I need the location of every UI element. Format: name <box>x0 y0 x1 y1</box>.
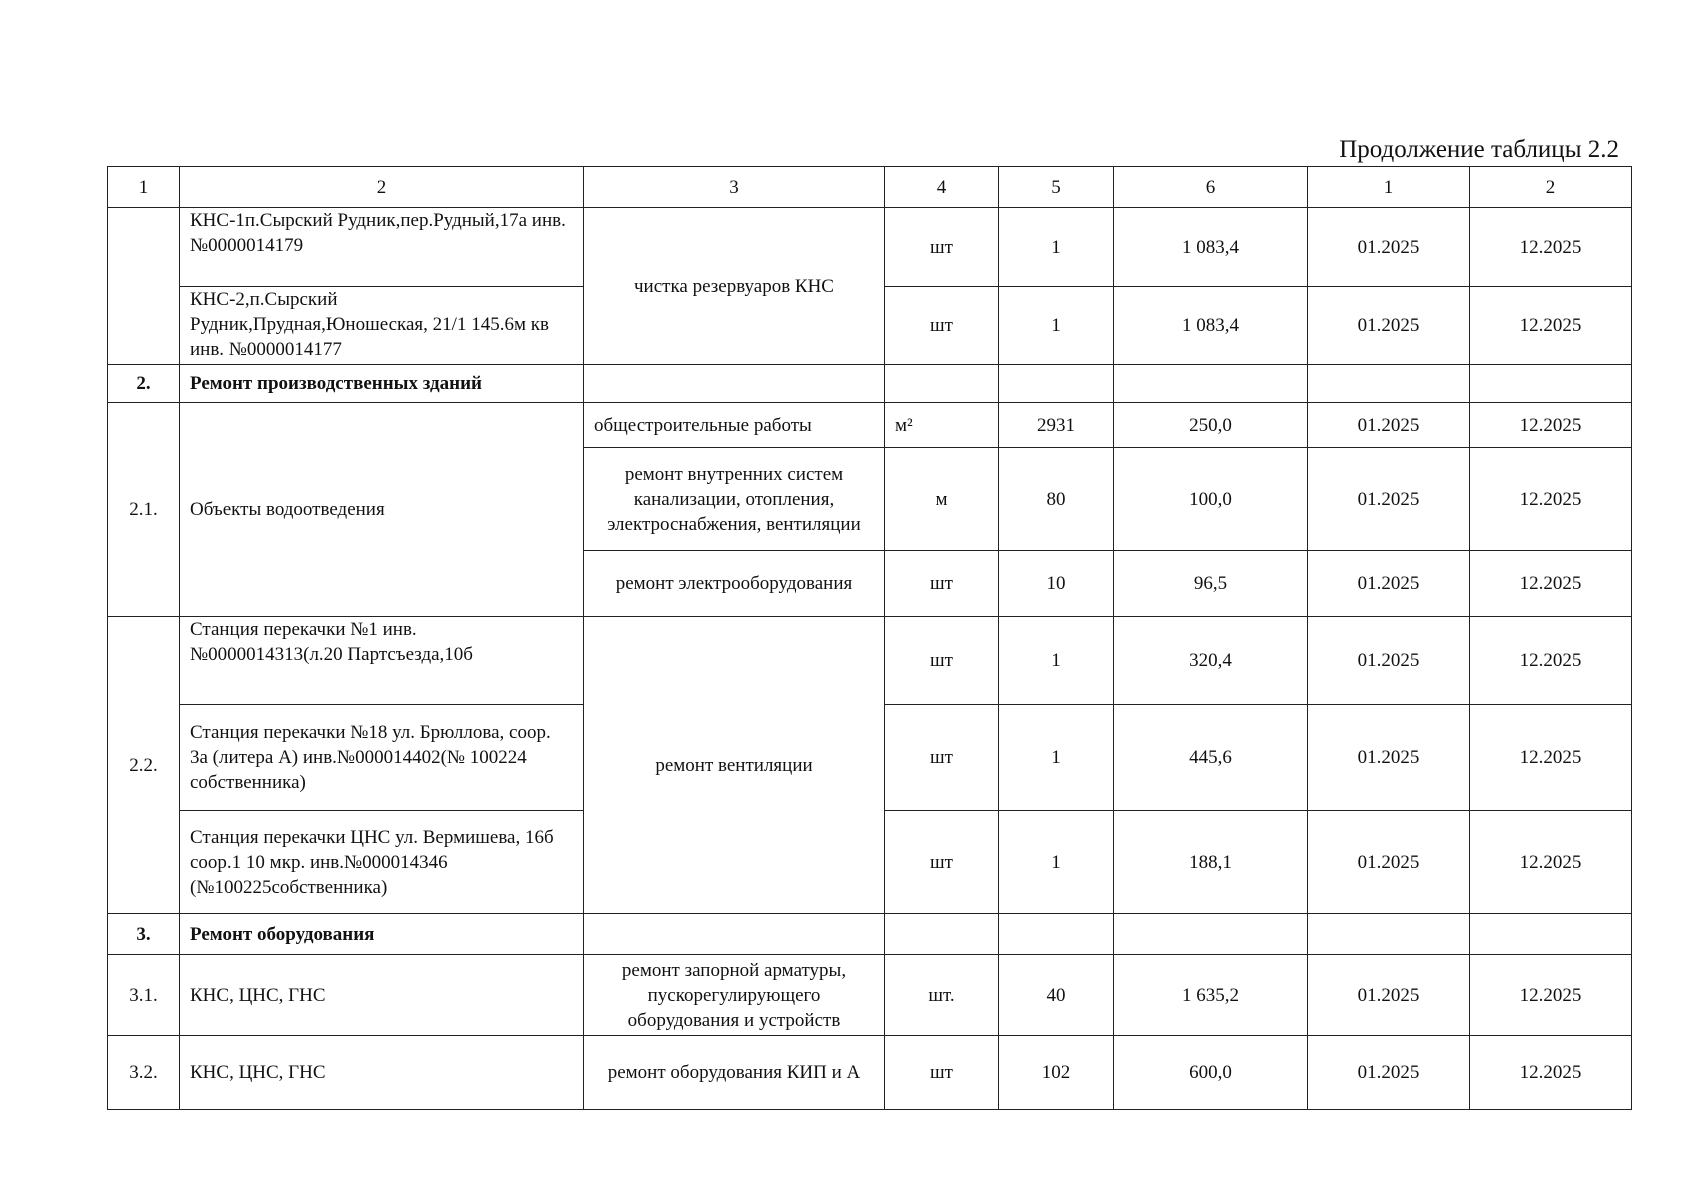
qty-cell: 1 <box>998 810 1114 914</box>
cost-cell: 445,6 <box>1113 704 1308 811</box>
start-cell: 01.2025 <box>1307 810 1470 914</box>
end-cell: 12.2025 <box>1469 954 1632 1036</box>
header-cell: 4 <box>884 166 999 208</box>
start-cell: 01.2025 <box>1307 704 1470 811</box>
unit-cell: шт <box>884 1035 999 1110</box>
cost-cell: 250,0 <box>1113 402 1308 448</box>
object-cell: Станция перекачки ЦНС ул. Вермишева, 16б… <box>179 810 584 914</box>
section-title: Ремонт оборудования <box>179 913 584 955</box>
object-cell: КНС-2,п.Сырский Рудник,Прудная,Юношеская… <box>179 286 584 365</box>
num-cell: 2.2. <box>107 616 180 914</box>
object-cell: КНС-1п.Сырский Рудник,пер.Рудный,17а инв… <box>179 207 584 287</box>
end-cell: 12.2025 <box>1469 1035 1632 1110</box>
work-cell: ремонт запорной арматуры, пускорегулирую… <box>583 954 885 1036</box>
unit-cell: шт <box>884 550 999 617</box>
start-cell: 01.2025 <box>1307 954 1470 1036</box>
cost-cell: 600,0 <box>1113 1035 1308 1110</box>
table-row: Станция перекачки №18 ул. Брюллова, соор… <box>108 704 1632 811</box>
unit-cell: шт <box>884 286 999 365</box>
header-cell: 2 <box>179 166 584 208</box>
num-cell: 3.1. <box>107 954 180 1036</box>
work-cell: ремонт внутренних систем канализации, от… <box>583 447 885 551</box>
start-cell: 01.2025 <box>1307 447 1470 551</box>
header-cell: 5 <box>998 166 1114 208</box>
start-cell: 01.2025 <box>1307 286 1470 365</box>
unit-cell: шт <box>884 616 999 705</box>
start-cell: 01.2025 <box>1307 402 1470 448</box>
cost-cell: 96,5 <box>1113 550 1308 617</box>
section-row: 3. Ремонт оборудования <box>107 913 1632 955</box>
num-cell <box>107 207 180 365</box>
end-cell: 12.2025 <box>1469 810 1632 914</box>
num-cell: 3.2. <box>107 1035 180 1110</box>
header-cell: 1 <box>1307 166 1470 208</box>
object-cell: КНС, ЦНС, ГНС <box>179 954 584 1036</box>
num-cell: 2.1. <box>107 402 180 617</box>
section-title: Ремонт производственных зданий <box>179 364 584 403</box>
end-cell: 12.2025 <box>1469 616 1632 705</box>
header-row: 1 2 3 4 5 6 1 2 <box>107 166 1632 208</box>
unit-cell: шт <box>884 207 999 287</box>
end-cell: 12.2025 <box>1469 704 1632 811</box>
cost-cell: 1 083,4 <box>1113 207 1308 287</box>
end-cell: 12.2025 <box>1469 447 1632 551</box>
cost-cell: 1 635,2 <box>1113 954 1308 1036</box>
table-caption: Продолжение таблицы 2.2 <box>1339 136 1619 163</box>
qty-cell: 102 <box>998 1035 1114 1110</box>
qty-cell: 1 <box>998 616 1114 705</box>
object-cell: КНС, ЦНС, ГНС <box>179 1035 584 1110</box>
unit-cell: шт <box>884 810 999 914</box>
work-cell: ремонт оборудования КИП и А <box>583 1035 885 1110</box>
qty-cell: 40 <box>998 954 1114 1036</box>
end-cell: 12.2025 <box>1469 286 1632 365</box>
section-num: 3. <box>107 913 180 955</box>
unit-cell: м² <box>884 402 999 448</box>
qty-cell: 2931 <box>998 402 1114 448</box>
start-cell: 01.2025 <box>1307 616 1470 705</box>
qty-cell: 1 <box>998 207 1114 287</box>
start-cell: 01.2025 <box>1307 550 1470 617</box>
object-cell: Станция перекачки №18 ул. Брюллова, соор… <box>179 704 584 811</box>
section-num: 2. <box>107 364 180 403</box>
object-cell: Объекты водоотведения <box>179 402 584 617</box>
table-row: 3.1. КНС, ЦНС, ГНС ремонт запорной армат… <box>107 954 1632 1036</box>
unit-cell: м <box>884 447 999 551</box>
end-cell: 12.2025 <box>1469 550 1632 617</box>
header-cell: 2 <box>1469 166 1632 208</box>
section-row: 2. Ремонт производственных зданий <box>107 364 1632 403</box>
table-row: 2.2. Станция перекачки №1 инв. №00000143… <box>107 616 1632 914</box>
work-cell: общестроительные работы <box>583 402 885 448</box>
qty-cell: 1 <box>998 704 1114 811</box>
work-cell: ремонт вентиляции <box>583 616 885 914</box>
qty-cell: 80 <box>998 447 1114 551</box>
unit-cell: шт. <box>884 954 999 1036</box>
cost-cell: 1 083,4 <box>1113 286 1308 365</box>
header-cell: 3 <box>583 166 885 208</box>
start-cell: 01.2025 <box>1307 207 1470 287</box>
qty-cell: 1 <box>998 286 1114 365</box>
table-row: Станция перекачки ЦНС ул. Вермишева, 16б… <box>108 810 1632 914</box>
table-row: 2.1. Объекты водоотведения общестроитель… <box>107 402 1632 617</box>
end-cell: 12.2025 <box>1469 207 1632 287</box>
unit-cell: шт <box>884 704 999 811</box>
object-cell: Станция перекачки №1 инв. №0000014313(л.… <box>179 616 584 705</box>
work-cell: ремонт электрооборудования <box>583 550 885 617</box>
table-row: 3.2. КНС, ЦНС, ГНС ремонт оборудования К… <box>107 1035 1632 1110</box>
qty-cell: 10 <box>998 550 1114 617</box>
cost-cell: 320,4 <box>1113 616 1308 705</box>
cost-cell: 188,1 <box>1113 810 1308 914</box>
start-cell: 01.2025 <box>1307 1035 1470 1110</box>
header-cell: 6 <box>1113 166 1308 208</box>
works-table: 1 2 3 4 5 6 1 2 КНС-1п.Сырский Рудник,пе… <box>107 166 1632 1110</box>
work-cell: чистка резервуаров КНС <box>583 207 885 365</box>
end-cell: 12.2025 <box>1469 402 1632 448</box>
header-cell: 1 <box>107 166 180 208</box>
table-row: ремонт электрооборудования шт 10 96,5 01… <box>108 550 1632 617</box>
table-row: КНС-2,п.Сырский Рудник,Прудная,Юношеская… <box>108 286 1632 365</box>
table-row: КНС-1п.Сырский Рудник,пер.Рудный,17а инв… <box>107 207 1632 365</box>
cost-cell: 100,0 <box>1113 447 1308 551</box>
